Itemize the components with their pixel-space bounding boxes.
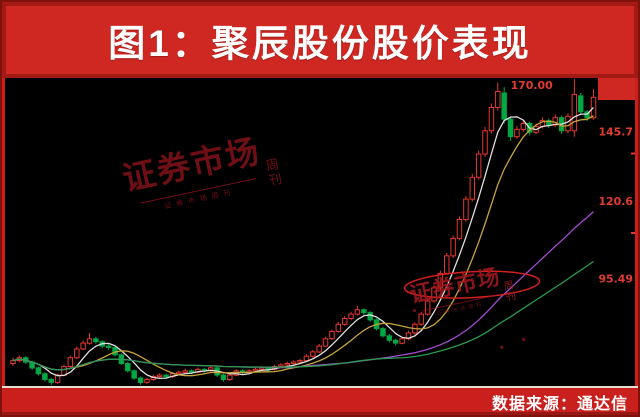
chart-title-banner: 图1：聚辰股份股价表现 bbox=[2, 2, 638, 78]
price-label: 95.49 bbox=[598, 273, 633, 286]
candle-body bbox=[80, 342, 86, 350]
candle-body bbox=[392, 339, 399, 344]
candle-body bbox=[61, 365, 67, 376]
candle-body bbox=[399, 338, 405, 344]
price-label: 170.00 bbox=[511, 79, 554, 92]
candle-body bbox=[495, 91, 501, 109]
candle-body bbox=[424, 300, 431, 315]
paint-speck bbox=[412, 308, 417, 313]
paint-speck bbox=[522, 337, 526, 342]
candle-body bbox=[431, 287, 437, 302]
candle-body bbox=[354, 309, 361, 315]
candle-body bbox=[131, 370, 137, 379]
price-label: 145.7 bbox=[598, 126, 633, 139]
axis-tick bbox=[631, 152, 635, 155]
candle-body bbox=[335, 323, 342, 332]
candle-body bbox=[35, 367, 42, 375]
candle-body bbox=[418, 313, 424, 325]
candle-body bbox=[469, 176, 476, 200]
candle-body bbox=[163, 374, 169, 378]
candle-body bbox=[303, 355, 310, 362]
candle-body bbox=[565, 115, 571, 132]
candle-body bbox=[456, 218, 463, 239]
candle-body bbox=[42, 373, 48, 381]
paint-speck bbox=[500, 345, 504, 349]
candle-body bbox=[341, 317, 348, 325]
candle-body bbox=[322, 338, 329, 347]
candle-body bbox=[507, 118, 514, 138]
candle-body bbox=[188, 370, 195, 373]
candle-body bbox=[137, 377, 144, 383]
candle-body bbox=[182, 370, 188, 373]
candlestick-chart-svg: 170.00 145.7 120.6 95.49 bbox=[10, 79, 635, 386]
candle-body bbox=[577, 95, 584, 113]
candle-body bbox=[310, 351, 316, 357]
candle-body bbox=[450, 237, 456, 257]
banner-notch bbox=[598, 78, 635, 100]
candle-body bbox=[258, 367, 265, 370]
candle-body bbox=[144, 378, 150, 383]
candle-body bbox=[475, 153, 482, 178]
candle-body bbox=[48, 378, 54, 383]
candle-body bbox=[10, 360, 16, 364]
candle-body bbox=[67, 357, 74, 367]
candle-body bbox=[227, 374, 233, 380]
candle-body bbox=[93, 338, 99, 343]
candle-body bbox=[348, 313, 354, 319]
candle-body bbox=[220, 374, 227, 380]
candle-body bbox=[74, 348, 80, 359]
candle-body bbox=[571, 93, 578, 132]
candle-body bbox=[361, 309, 367, 314]
candle-body bbox=[156, 374, 163, 378]
candle-body bbox=[482, 130, 488, 155]
price-label: 120.6 bbox=[598, 195, 633, 208]
candle-body bbox=[278, 364, 284, 367]
candle-body bbox=[380, 328, 386, 337]
candle-body bbox=[463, 198, 469, 220]
candle-body bbox=[501, 92, 507, 120]
candle-body bbox=[444, 255, 450, 274]
candle-body bbox=[284, 362, 290, 366]
candle-body bbox=[316, 345, 322, 353]
data-source-bar: 数据来源：通达信 bbox=[2, 386, 638, 415]
candle-body bbox=[252, 368, 259, 372]
candle-body bbox=[297, 360, 303, 363]
candle-body bbox=[105, 345, 112, 349]
annotation-ellipse bbox=[403, 270, 541, 299]
page-title: 图1：聚辰股份股价表现 bbox=[108, 23, 532, 64]
candle-body bbox=[329, 330, 335, 340]
candle-body bbox=[367, 312, 373, 321]
candle-body bbox=[86, 338, 93, 344]
data-source-label: 数据来源：通达信 bbox=[491, 395, 628, 413]
candle-body bbox=[125, 362, 131, 372]
candle-body bbox=[514, 128, 520, 138]
stock-chart: 170.00 145.7 120.6 95.49 证券市场 周刊 证券市场周刊 证券市… bbox=[2, 78, 638, 390]
candle-body bbox=[290, 361, 297, 365]
candle-body bbox=[488, 107, 495, 132]
candle-body bbox=[520, 123, 527, 130]
ma-line-60 bbox=[12, 260, 594, 371]
candle-body bbox=[386, 335, 393, 341]
axis-tick bbox=[631, 232, 635, 234]
ma-line-10 bbox=[12, 115, 594, 377]
candle-body bbox=[437, 272, 444, 289]
candle-body bbox=[176, 371, 182, 375]
ma-line-5 bbox=[12, 107, 594, 380]
